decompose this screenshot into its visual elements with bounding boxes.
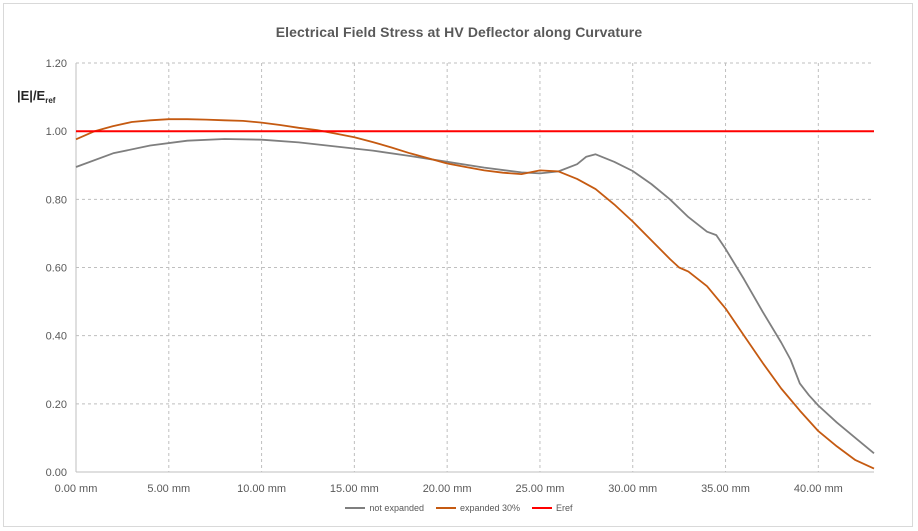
legend-swatch — [532, 507, 553, 509]
x-tick-label: 15.00 mm — [330, 483, 379, 495]
x-tick-label: 40.00 mm — [794, 483, 843, 495]
x-tick-label: 0.00 mm — [55, 483, 98, 495]
legend: not expanded expanded 30% Eref — [0, 501, 918, 513]
chart-frame — [3, 3, 913, 527]
series-line-expanded-30 — [75, 118, 875, 470]
y-axis-label-sub: ref — [45, 96, 56, 105]
y-tick-label: 0.20 — [46, 399, 67, 411]
chart-title: Electrical Field Stress at HV Deflector … — [275, 24, 643, 40]
y-tick-label: 0.40 — [46, 331, 67, 343]
legend-swatch — [345, 507, 366, 509]
y-tick-label: 0.60 — [46, 263, 67, 275]
series-line-not-expanded — [75, 138, 875, 454]
legend-item: Eref — [532, 503, 573, 513]
legend-label: expanded 30% — [459, 503, 521, 513]
y-tick-label: 0.00 — [46, 467, 67, 479]
x-tick-label: 30.00 mm — [608, 483, 657, 495]
y-tick-label: 0.80 — [46, 194, 67, 206]
legend-swatch — [435, 507, 456, 509]
x-tick-label: 25.00 mm — [515, 483, 564, 495]
x-tick-label: 35.00 mm — [701, 483, 750, 495]
legend-item: expanded 30% — [435, 503, 521, 513]
x-tick-label: 5.00 mm — [147, 483, 190, 495]
y-axis-label: |E|/Eref — [17, 88, 55, 105]
y-tick-label: 1.00 — [46, 126, 67, 138]
x-tick-label: 10.00 mm — [237, 483, 286, 495]
y-tick-label: 1.20 — [46, 58, 67, 70]
legend-label: not expanded — [369, 503, 424, 513]
legend-item: not expanded — [345, 503, 424, 513]
legend-label: Eref — [556, 503, 573, 513]
y-axis-label-main: |E|/E — [17, 88, 46, 103]
x-tick-label: 20.00 mm — [423, 483, 472, 495]
